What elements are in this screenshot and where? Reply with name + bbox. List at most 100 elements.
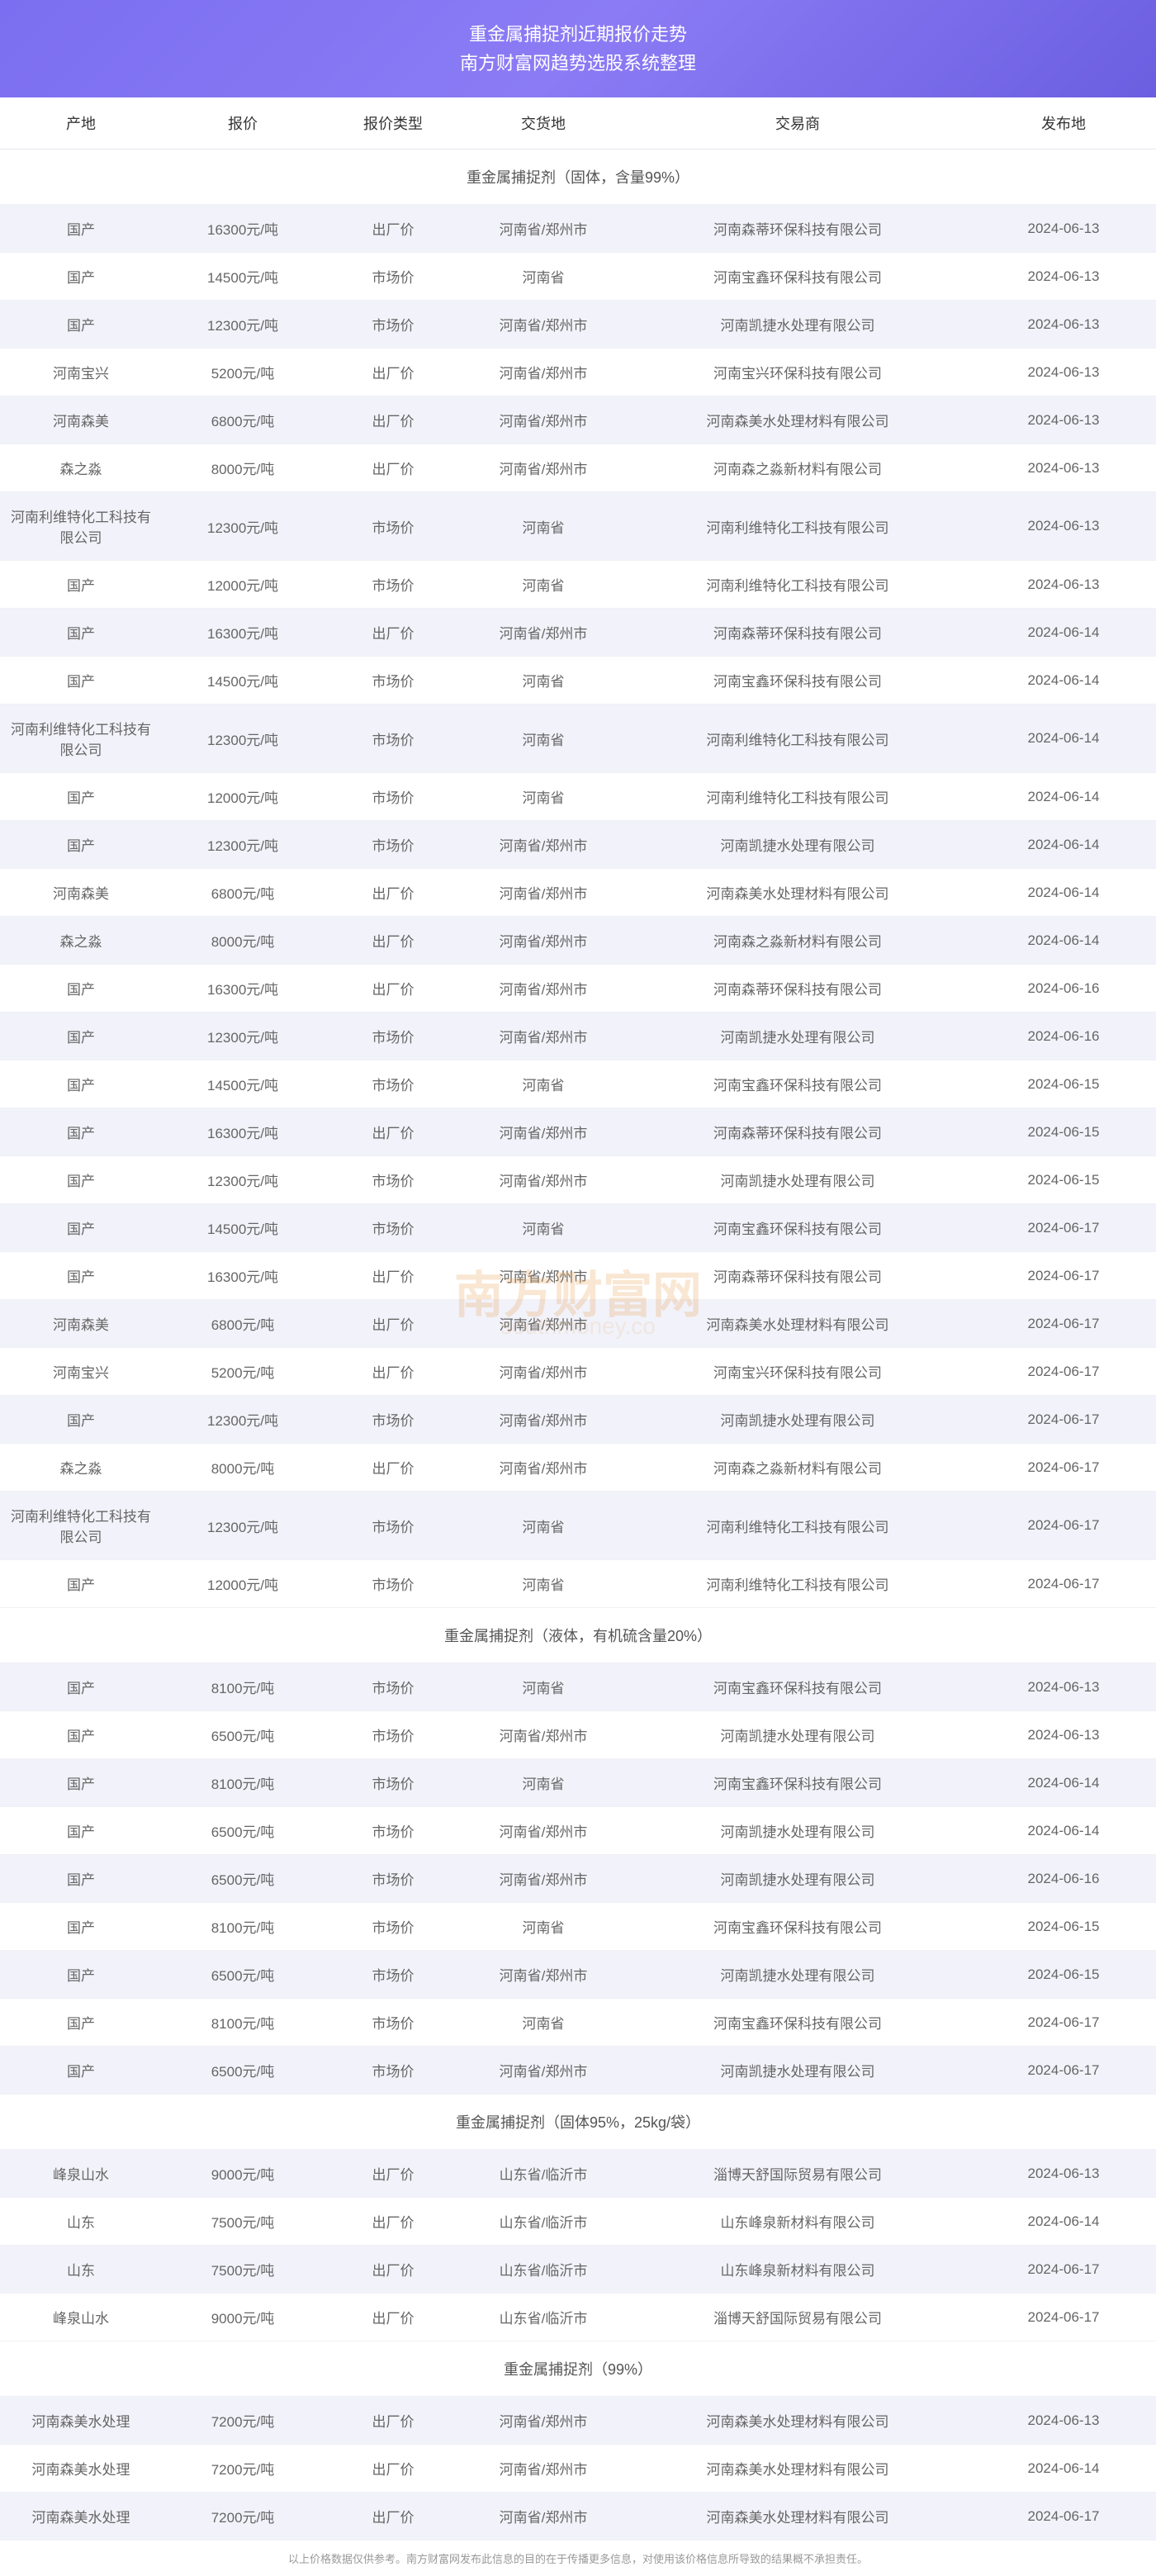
table-cell: 14500元/吨 <box>162 253 324 301</box>
table-row: 河南宝兴5200元/吨出厂价河南省/郑州市河南宝兴环保科技有限公司2024-06… <box>0 349 1156 396</box>
table-cell: 河南森蒂环保科技有限公司 <box>624 609 971 657</box>
table-cell: 6500元/吨 <box>162 1807 324 1855</box>
table-cell: 8000元/吨 <box>162 1444 324 1492</box>
table-row: 国产12300元/吨市场价河南省/郑州市河南凯捷水处理有限公司2024-06-1… <box>0 1156 1156 1204</box>
header-title-line1: 重金属捕捉剂近期报价走势 <box>0 20 1156 49</box>
table-cell: 河南宝兴 <box>0 349 162 396</box>
table-cell: 12000元/吨 <box>162 773 324 821</box>
table-cell: 河南凯捷水处理有限公司 <box>624 821 971 869</box>
table-cell: 河南省 <box>462 704 624 773</box>
table-cell: 河南宝鑫环保科技有限公司 <box>624 1204 971 1252</box>
table-cell: 河南省/郑州市 <box>462 1108 624 1156</box>
table-cell: 出厂价 <box>324 2294 462 2341</box>
table-cell: 山东省/临沂市 <box>462 2294 624 2341</box>
table-cell: 出厂价 <box>324 1252 462 1300</box>
table-row: 森之淼8000元/吨出厂价河南省/郑州市河南森之淼新材料有限公司2024-06-… <box>0 444 1156 492</box>
table-cell: 河南凯捷水处理有限公司 <box>624 301 971 349</box>
column-header-3: 交货地 <box>462 97 624 149</box>
table-cell: 2024-06-17 <box>971 2294 1156 2341</box>
table-cell: 7200元/吨 <box>162 2445 324 2493</box>
table-cell: 国产 <box>0 1060 162 1108</box>
table-cell: 7200元/吨 <box>162 2397 324 2445</box>
table-row: 森之淼8000元/吨出厂价河南省/郑州市河南森之淼新材料有限公司2024-06-… <box>0 1444 1156 1492</box>
table-cell: 市场价 <box>324 1492 462 1560</box>
table-header: 产地报价报价类型交货地交易商发布地 <box>0 97 1156 149</box>
table-cell: 国产 <box>0 1204 162 1252</box>
table-cell: 2024-06-13 <box>971 253 1156 301</box>
table-cell: 河南省 <box>462 1060 624 1108</box>
table-cell: 河南宝鑫环保科技有限公司 <box>624 1663 971 1711</box>
table-row: 国产16300元/吨出厂价河南省/郑州市河南森蒂环保科技有限公司2024-06-… <box>0 205 1156 253</box>
table-cell: 国产 <box>0 609 162 657</box>
table-cell: 2024-06-17 <box>971 1999 1156 2047</box>
table-cell: 河南省/郑州市 <box>462 1156 624 1204</box>
table-cell: 7500元/吨 <box>162 2198 324 2246</box>
table-cell: 2024-06-17 <box>971 1560 1156 1608</box>
table-cell: 7200元/吨 <box>162 2493 324 2540</box>
table-cell: 山东峰泉新材料有限公司 <box>624 2246 971 2294</box>
table-cell: 2024-06-14 <box>971 821 1156 869</box>
table-cell: 8000元/吨 <box>162 444 324 492</box>
table-cell: 淄博天舒国际贸易有限公司 <box>624 2150 971 2198</box>
table-cell: 国产 <box>0 1396 162 1444</box>
table-cell: 9000元/吨 <box>162 2150 324 2198</box>
table-cell: 国产 <box>0 2047 162 2094</box>
table-cell: 市场价 <box>324 1807 462 1855</box>
table-cell: 森之淼 <box>0 1444 162 1492</box>
column-header-2: 报价类型 <box>324 97 462 149</box>
table-row: 国产14500元/吨市场价河南省河南宝鑫环保科技有限公司2024-06-17 <box>0 1204 1156 1252</box>
table-cell: 5200元/吨 <box>162 1348 324 1396</box>
table-cell: 河南利维特化工科技有限公司 <box>0 704 162 773</box>
table-cell: 河南凯捷水处理有限公司 <box>624 1807 971 1855</box>
table-cell: 市场价 <box>324 1999 462 2047</box>
section-header: 重金属捕捉剂（固体95%，25kg/袋） <box>0 2094 1156 2150</box>
table-cell: 2024-06-17 <box>971 2493 1156 2540</box>
table-row: 河南森美水处理7200元/吨出厂价河南省/郑州市河南森美水处理材料有限公司202… <box>0 2397 1156 2445</box>
table-cell: 河南森之淼新材料有限公司 <box>624 444 971 492</box>
table-cell: 2024-06-15 <box>971 1156 1156 1204</box>
table-cell: 2024-06-14 <box>971 609 1156 657</box>
table-cell: 河南省/郑州市 <box>462 1855 624 1903</box>
table-cell: 市场价 <box>324 1396 462 1444</box>
table-cell: 河南利维特化工科技有限公司 <box>0 492 162 561</box>
table-cell: 河南森美水处理材料有限公司 <box>624 2493 971 2540</box>
table-cell: 出厂价 <box>324 349 462 396</box>
table-cell: 河南省/郑州市 <box>462 2047 624 2094</box>
table-cell: 2024-06-17 <box>971 1252 1156 1300</box>
table-cell: 出厂价 <box>324 2198 462 2246</box>
table-cell: 出厂价 <box>324 965 462 1013</box>
table-row: 国产6500元/吨市场价河南省/郑州市河南凯捷水处理有限公司2024-06-14 <box>0 1807 1156 1855</box>
table-cell: 2024-06-13 <box>971 1711 1156 1759</box>
table-row: 国产6500元/吨市场价河南省/郑州市河南凯捷水处理有限公司2024-06-13 <box>0 1711 1156 1759</box>
table-cell: 国产 <box>0 1663 162 1711</box>
table-row: 国产12300元/吨市场价河南省/郑州市河南凯捷水处理有限公司2024-06-1… <box>0 301 1156 349</box>
table-cell: 出厂价 <box>324 869 462 917</box>
table-cell: 16300元/吨 <box>162 205 324 253</box>
table-row: 国产8100元/吨市场价河南省河南宝鑫环保科技有限公司2024-06-13 <box>0 1663 1156 1711</box>
table-cell: 2024-06-13 <box>971 301 1156 349</box>
table-cell: 市场价 <box>324 2047 462 2094</box>
table-cell: 2024-06-14 <box>971 1759 1156 1807</box>
table-cell: 市场价 <box>324 1663 462 1711</box>
table-cell: 2024-06-13 <box>971 2150 1156 2198</box>
table-cell: 市场价 <box>324 1060 462 1108</box>
table-cell: 12300元/吨 <box>162 492 324 561</box>
table-cell: 国产 <box>0 1156 162 1204</box>
table-cell: 出厂价 <box>324 2397 462 2445</box>
table-row: 国产12300元/吨市场价河南省/郑州市河南凯捷水处理有限公司2024-06-1… <box>0 1396 1156 1444</box>
table-cell: 河南省 <box>462 657 624 704</box>
table-cell: 2024-06-15 <box>971 1951 1156 1999</box>
table-cell: 河南省/郑州市 <box>462 301 624 349</box>
table-row: 国产16300元/吨出厂价河南省/郑州市河南森蒂环保科技有限公司2024-06-… <box>0 609 1156 657</box>
table-cell: 2024-06-13 <box>971 2397 1156 2445</box>
table-cell: 国产 <box>0 253 162 301</box>
section-title: 重金属捕捉剂（液体，有机硫含量20%） <box>0 1608 1156 1663</box>
table-row: 森之淼8000元/吨出厂价河南省/郑州市河南森之淼新材料有限公司2024-06-… <box>0 917 1156 965</box>
table-cell: 河南省/郑州市 <box>462 444 624 492</box>
table-cell: 河南凯捷水处理有限公司 <box>624 1396 971 1444</box>
table-cell: 山东峰泉新材料有限公司 <box>624 2198 971 2246</box>
table-cell: 2024-06-13 <box>971 561 1156 609</box>
table-cell: 市场价 <box>324 1903 462 1951</box>
table-cell: 9000元/吨 <box>162 2294 324 2341</box>
table-cell: 2024-06-16 <box>971 1013 1156 1060</box>
